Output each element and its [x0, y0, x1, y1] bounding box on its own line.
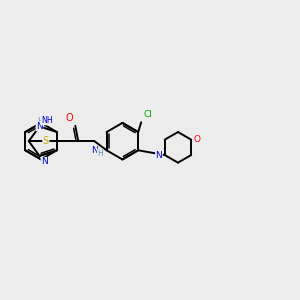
Text: N: N [41, 158, 48, 166]
Text: O: O [65, 113, 73, 124]
Text: N: N [91, 146, 98, 155]
Text: H: H [98, 149, 103, 158]
Text: S: S [43, 136, 49, 146]
Text: NH: NH [41, 116, 53, 125]
Text: N: N [36, 122, 43, 131]
Text: O: O [194, 135, 201, 144]
Text: N: N [156, 151, 162, 160]
Text: H: H [37, 117, 44, 126]
Text: Cl: Cl [143, 110, 152, 119]
